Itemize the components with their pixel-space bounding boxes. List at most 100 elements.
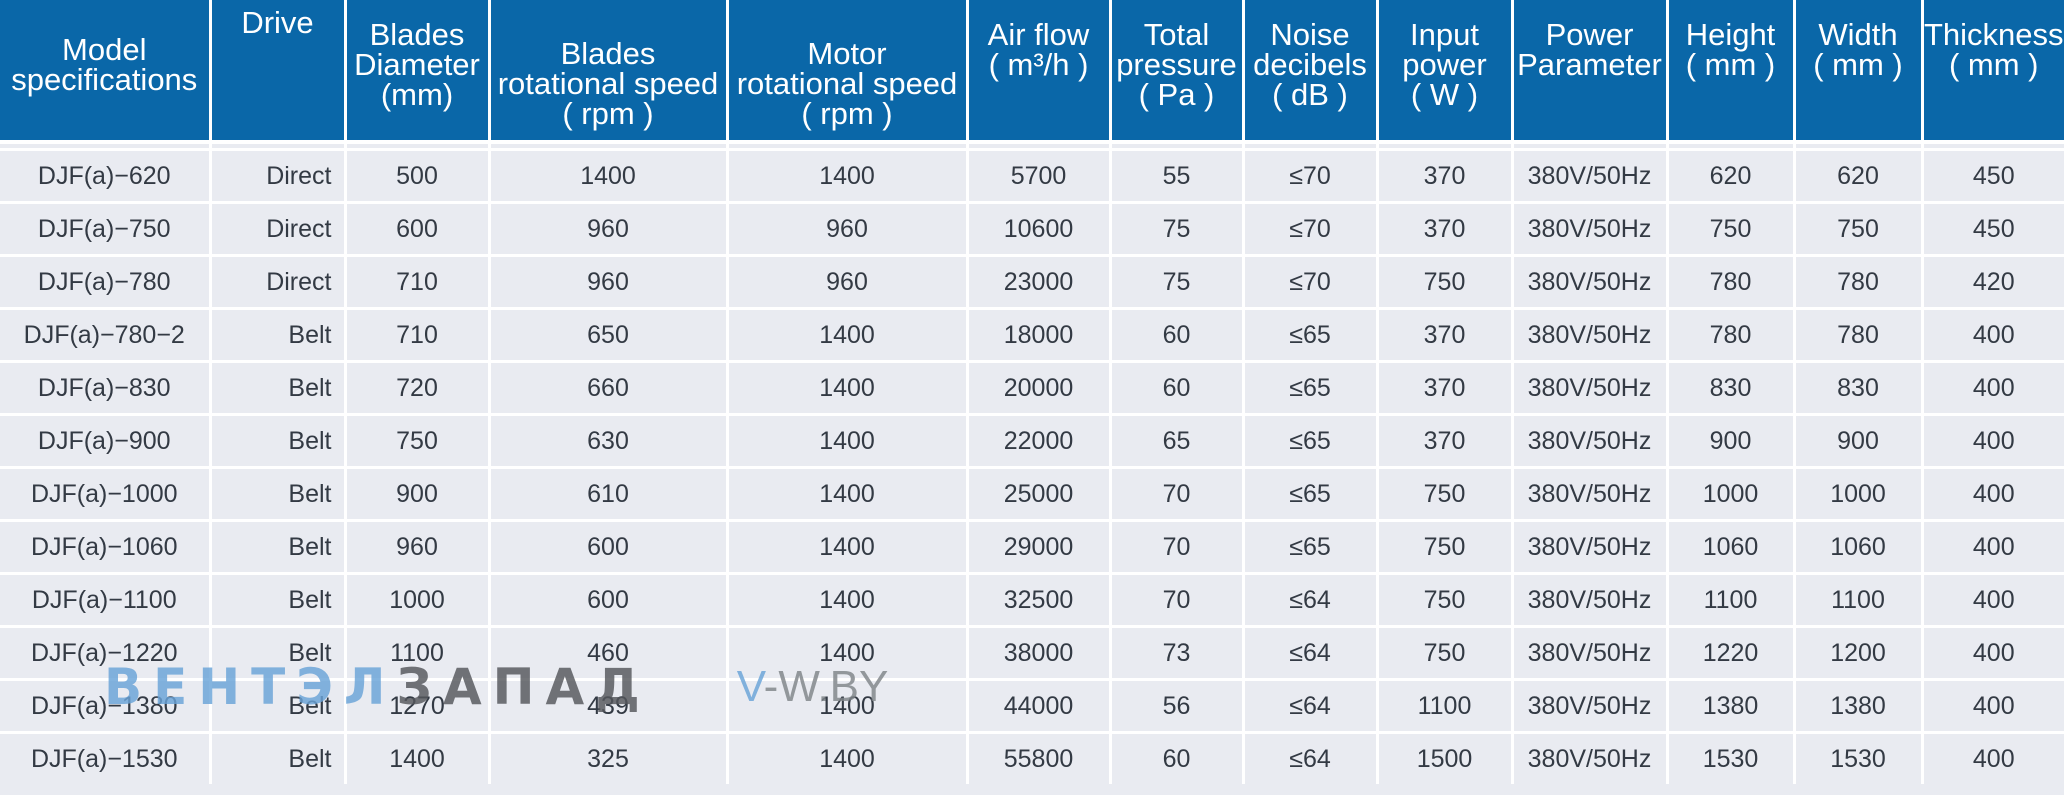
cell-input-power: 1100 [1377, 678, 1514, 733]
cell-drive: Belt [210, 360, 347, 415]
cell-width: 780 [1794, 307, 1924, 362]
cell-power-parameter: 380V/50Hz [1512, 360, 1669, 415]
cell-input-power: 370 [1377, 413, 1514, 468]
table-row: DJF(a)−1100 Belt 1000 600 1400 32500 70 ≤64 750 3… [0, 572, 2064, 627]
cell-blades-diameter: 1000 [345, 572, 491, 627]
cell-noise: ≤65 [1243, 307, 1379, 362]
header-blades-speed: Blades rotational speed ( rpm ) [489, 0, 729, 144]
cell-height: 1220 [1667, 625, 1796, 680]
cell-total-pressure: 60 [1110, 360, 1245, 415]
table-row: DJF(a)−780 Direct 710 960 960 23000 75 ≤70 750 38… [0, 254, 2064, 309]
table-row: DJF(a)−900 Belt 750 630 1400 22000 65 ≤65 370 380… [0, 413, 2064, 468]
cell-width: 1100 [1794, 572, 1924, 627]
cell-input-power: 370 [1377, 307, 1514, 362]
cell-model: DJF(a)−830 [0, 360, 212, 415]
cell-motor-speed: 1400 [727, 678, 969, 733]
cell-width: 1380 [1794, 678, 1924, 733]
cell-power-parameter: 380V/50Hz [1512, 519, 1669, 574]
header-drive: Drive [210, 0, 347, 144]
cell-height: 830 [1667, 360, 1796, 415]
cell-motor-speed: 1400 [727, 572, 969, 627]
table-row: DJF(a)−780−2 Belt 710 650 1400 18000 60 ≤65 370 3… [0, 307, 2064, 362]
cell-motor-speed: 1400 [727, 413, 969, 468]
cell-input-power: 750 [1377, 519, 1514, 574]
cell-motor-speed: 960 [727, 201, 969, 256]
cell-total-pressure: 65 [1110, 413, 1245, 468]
cell-thickness: 400 [1922, 572, 2064, 627]
cell-total-pressure: 70 [1110, 519, 1245, 574]
cell-model: DJF(a)−780−2 [0, 307, 212, 362]
cell-motor-speed: 1400 [727, 360, 969, 415]
spacer-cell [727, 142, 969, 150]
cell-power-parameter: 380V/50Hz [1512, 731, 1669, 784]
cell-height: 780 [1667, 307, 1796, 362]
cell-drive: Belt [210, 572, 347, 627]
header-motor-speed: Motor rotational speed ( rpm ) [727, 0, 969, 144]
cell-blades-diameter: 900 [345, 466, 491, 521]
cell-width: 830 [1794, 360, 1924, 415]
cell-model: DJF(a)−780 [0, 254, 212, 309]
cell-thickness: 400 [1922, 625, 2064, 680]
cell-air-flow: 18000 [967, 307, 1112, 362]
spacer-cell [1667, 142, 1796, 150]
cell-model: DJF(a)−1380 [0, 678, 212, 733]
cell-noise: ≤70 [1243, 148, 1379, 203]
cell-air-flow: 55800 [967, 731, 1112, 784]
cell-blades-diameter: 1270 [345, 678, 491, 733]
cell-thickness: 400 [1922, 466, 2064, 521]
spacer-cell [0, 142, 212, 150]
cell-total-pressure: 60 [1110, 731, 1245, 784]
cell-input-power: 750 [1377, 466, 1514, 521]
cell-thickness: 420 [1922, 254, 2064, 309]
cell-total-pressure: 70 [1110, 572, 1245, 627]
cell-power-parameter: 380V/50Hz [1512, 678, 1669, 733]
cell-model: DJF(a)−1060 [0, 519, 212, 574]
cell-drive: Direct [210, 254, 347, 309]
cell-height: 1100 [1667, 572, 1796, 627]
cell-height: 1060 [1667, 519, 1796, 574]
cell-thickness: 450 [1922, 201, 2064, 256]
cell-model: DJF(a)−750 [0, 201, 212, 256]
cell-blades-speed: 460 [489, 625, 729, 680]
header-blades-diameter: Blades Diameter (mm) [345, 0, 491, 144]
table-body: DJF(a)−620 Direct 500 1400 1400 5700 55 ≤70 370 3… [0, 142, 2064, 784]
cell-blades-diameter: 500 [345, 148, 491, 203]
spacer-cell [1243, 142, 1379, 150]
cell-height: 1000 [1667, 466, 1796, 521]
cell-total-pressure: 70 [1110, 466, 1245, 521]
cell-air-flow: 20000 [967, 360, 1112, 415]
cell-noise: ≤64 [1243, 625, 1379, 680]
cell-total-pressure: 55 [1110, 148, 1245, 203]
cell-input-power: 370 [1377, 360, 1514, 415]
cell-air-flow: 32500 [967, 572, 1112, 627]
cell-drive: Direct [210, 148, 347, 203]
cell-drive: Belt [210, 731, 347, 784]
cell-blades-speed: 630 [489, 413, 729, 468]
header-air-flow: Air flow ( m³/h ) [967, 0, 1112, 144]
cell-noise: ≤70 [1243, 254, 1379, 309]
cell-input-power: 1500 [1377, 731, 1514, 784]
cell-blades-speed: 610 [489, 466, 729, 521]
header-input-power: Input power ( W ) [1377, 0, 1514, 144]
cell-thickness: 400 [1922, 307, 2064, 362]
cell-model: DJF(a)−1220 [0, 625, 212, 680]
spacer-cell [967, 142, 1112, 150]
cell-noise: ≤64 [1243, 678, 1379, 733]
cell-blades-speed: 1400 [489, 148, 729, 203]
spacer-row [0, 142, 2064, 150]
table-row: DJF(a)−830 Belt 720 660 1400 20000 60 ≤65 370 380… [0, 360, 2064, 415]
header-width: Width ( mm ) [1794, 0, 1924, 144]
spacer-cell [1794, 142, 1924, 150]
cell-air-flow: 23000 [967, 254, 1112, 309]
cell-motor-speed: 1400 [727, 148, 969, 203]
header-power-parameter: Power Parameter [1512, 0, 1669, 144]
cell-blades-diameter: 1400 [345, 731, 491, 784]
cell-model: DJF(a)−620 [0, 148, 212, 203]
cell-air-flow: 38000 [967, 625, 1112, 680]
cell-power-parameter: 380V/50Hz [1512, 625, 1669, 680]
spacer-cell [489, 142, 729, 150]
cell-height: 750 [1667, 201, 1796, 256]
cell-power-parameter: 380V/50Hz [1512, 148, 1669, 203]
cell-blades-diameter: 750 [345, 413, 491, 468]
cell-total-pressure: 56 [1110, 678, 1245, 733]
